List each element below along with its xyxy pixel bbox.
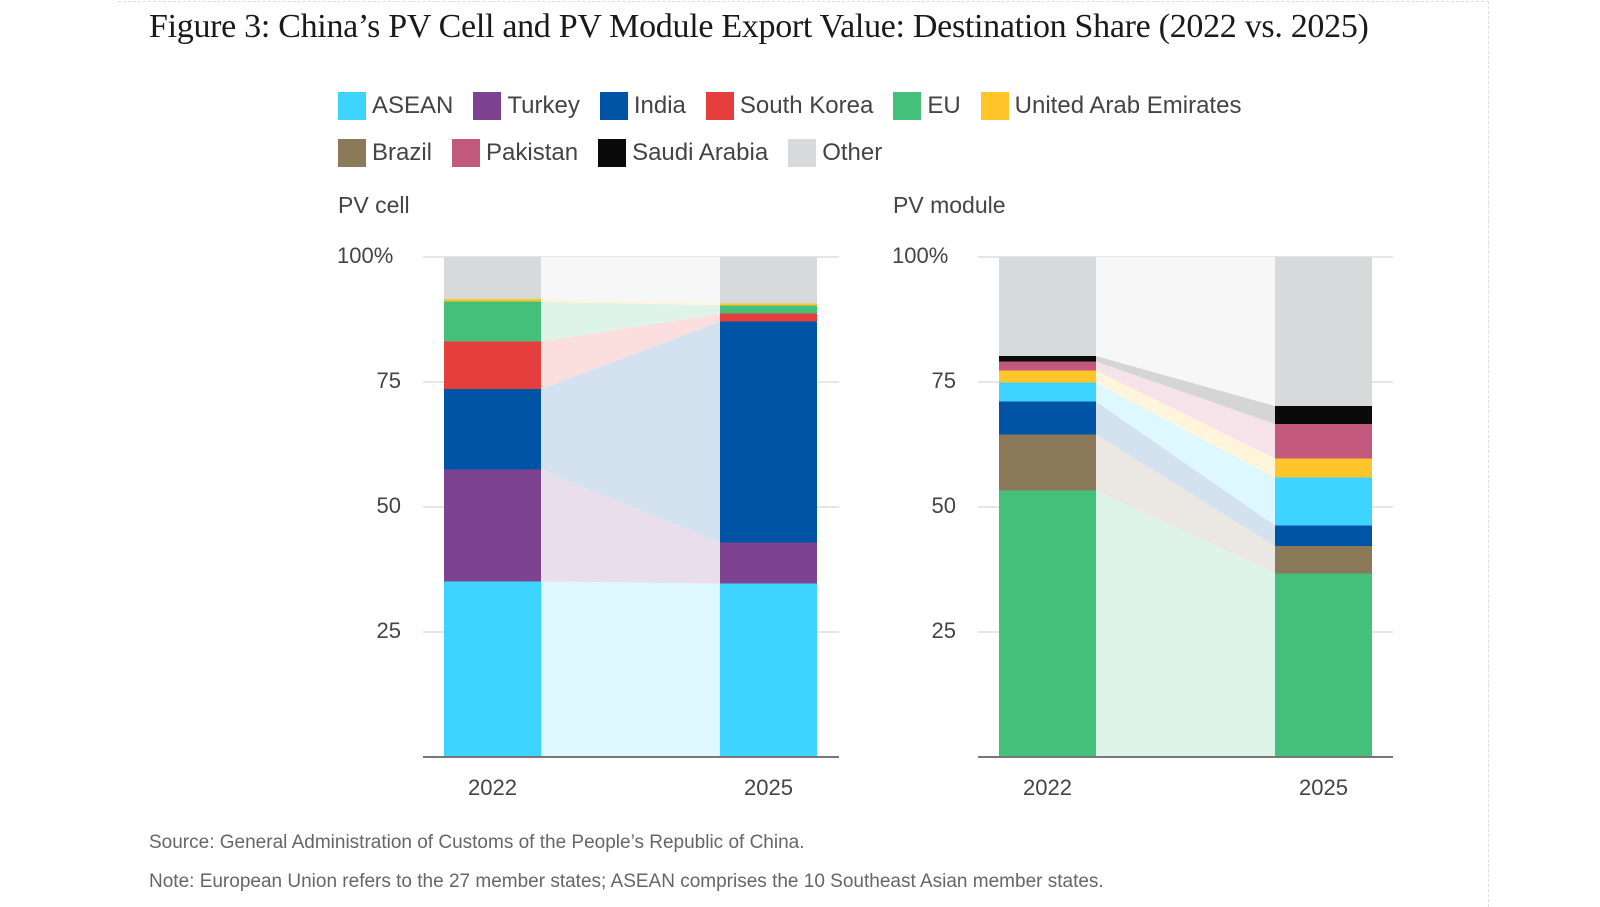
bar-segment xyxy=(1275,546,1372,574)
legend-swatch xyxy=(598,138,627,167)
bar-segment xyxy=(444,389,541,470)
legend-label: Brazil xyxy=(372,138,433,166)
legend-item: EU xyxy=(893,91,961,120)
legend-swatch xyxy=(338,91,366,120)
bar-segment xyxy=(444,257,541,299)
bar-segment xyxy=(999,401,1096,435)
bar-segment xyxy=(999,257,1096,356)
legend-label: Other xyxy=(822,138,883,166)
legend-item: ASEAN xyxy=(338,91,454,120)
legend-label: India xyxy=(633,91,686,119)
flow-band xyxy=(541,321,720,543)
bar-segment xyxy=(1275,406,1372,424)
y-tick-label: 25 xyxy=(932,618,956,643)
bar-segment xyxy=(999,382,1096,402)
bar-segment xyxy=(1275,573,1372,757)
figure-frame xyxy=(118,1,1489,907)
flow-band xyxy=(1096,490,1275,757)
flow-band xyxy=(541,313,720,389)
source-note: Source: General Administration of Custom… xyxy=(149,832,805,853)
legend-label: South Korea xyxy=(739,91,874,119)
bar-segment xyxy=(1275,458,1372,478)
bar-segment xyxy=(444,341,541,389)
figure-title: Figure 3: China’s PV Cell and PV Module … xyxy=(149,8,1369,45)
bar-segment xyxy=(999,370,1096,383)
bar-segment xyxy=(1275,257,1372,406)
y-tick-label: 100% xyxy=(892,243,948,268)
bar-segment xyxy=(444,301,541,342)
bar-segment xyxy=(720,583,817,757)
footnote: Note: European Union refers to the 27 me… xyxy=(149,871,1104,892)
legend-swatch xyxy=(473,91,502,120)
x-tick-label: 2025 xyxy=(744,775,793,800)
flow-band xyxy=(1096,370,1275,478)
legend-swatch xyxy=(452,138,481,167)
bar-segment xyxy=(1275,525,1372,546)
legend: ASEAN Turkey India South Korea EU United Arab… xyxy=(338,82,1298,176)
flow-band xyxy=(1096,361,1275,459)
x-tick-label: 2025 xyxy=(1299,775,1348,800)
bar-segment xyxy=(999,356,1096,362)
legend-swatch xyxy=(980,91,1009,120)
flow-band xyxy=(1096,401,1275,546)
legend-swatch xyxy=(788,138,817,167)
bar-segment xyxy=(720,305,817,314)
legend-label: Saudi Arabia xyxy=(632,138,769,166)
legend-item: Saudi Arabia xyxy=(598,138,769,167)
y-tick-label: 50 xyxy=(377,493,401,518)
panel-title: PV cell xyxy=(338,192,410,218)
bar-segment xyxy=(720,303,817,306)
flow-band xyxy=(1096,382,1275,526)
flow-band xyxy=(1096,356,1275,424)
legend-swatch xyxy=(338,138,366,167)
legend-swatch xyxy=(599,91,628,120)
flow-band xyxy=(1096,257,1275,406)
legend-item: South Korea xyxy=(705,91,874,120)
legend-label: EU xyxy=(927,91,961,119)
legend-label: Pakistan xyxy=(486,138,579,166)
legend-swatch xyxy=(893,91,922,120)
panel-title: PV module xyxy=(893,192,1006,218)
legend-item: Pakistan xyxy=(452,138,579,167)
legend-item: Other xyxy=(788,138,883,167)
bar-segment xyxy=(720,542,817,584)
legend-item: Brazil xyxy=(338,138,433,167)
legend-item: United Arab Emirates xyxy=(980,91,1242,120)
y-tick-label: 75 xyxy=(377,368,401,393)
bar-segment xyxy=(444,469,541,582)
bar-segment xyxy=(720,257,817,304)
x-tick-label: 2022 xyxy=(468,775,517,800)
legend-label: United Arab Emirates xyxy=(1014,91,1242,119)
bar-segment xyxy=(444,581,541,757)
flow-band xyxy=(541,301,720,342)
flow-band xyxy=(541,299,720,306)
x-tick-label: 2022 xyxy=(1023,775,1072,800)
legend-swatch xyxy=(705,91,734,120)
bar-segment xyxy=(720,321,817,543)
bar-segment xyxy=(999,434,1096,491)
flow-band xyxy=(1096,434,1275,574)
bar-segment xyxy=(720,313,817,322)
legend-label: ASEAN xyxy=(372,91,454,119)
flow-band xyxy=(541,581,720,757)
bar-segment xyxy=(1275,477,1372,526)
flow-band xyxy=(541,469,720,584)
bar-segment xyxy=(1275,424,1372,459)
legend-row: ASEAN Turkey India South Korea EU United Arab… xyxy=(338,82,1298,129)
legend-label: Turkey xyxy=(507,91,580,119)
legend-item: Turkey xyxy=(473,91,580,120)
y-tick-label: 50 xyxy=(932,493,956,518)
y-tick-label: 25 xyxy=(377,618,401,643)
y-tick-label: 100% xyxy=(337,243,393,268)
legend-row: Brazil Pakistan Saudi Arabia Other xyxy=(338,129,1298,176)
bar-segment xyxy=(444,299,541,302)
bar-segment xyxy=(999,361,1096,371)
legend-item: India xyxy=(599,91,686,120)
flow-band xyxy=(541,257,720,304)
bar-segment xyxy=(999,490,1096,757)
y-tick-label: 75 xyxy=(932,368,956,393)
